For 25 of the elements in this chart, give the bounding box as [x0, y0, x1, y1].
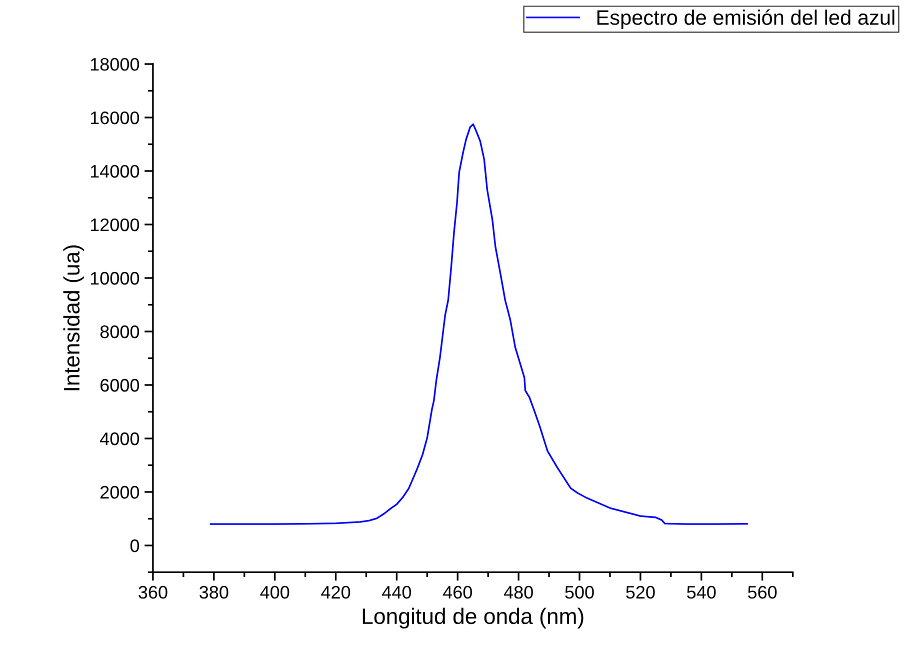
x-tick-label: 500 — [565, 586, 594, 599]
y-tick-label: 18000 — [90, 58, 140, 71]
legend-label: Espectro de emisión del led azul — [597, 9, 894, 30]
y-tick-label: 2000 — [100, 486, 140, 499]
y-tick-label: 16000 — [90, 111, 140, 124]
x-tick-label: 520 — [626, 586, 655, 599]
x-axis-title: Longitud de onda (nm) — [362, 608, 584, 629]
y-tick-label: 12000 — [90, 218, 140, 232]
y-tick-label: 4000 — [100, 432, 140, 446]
x-tick-label: 460 — [442, 586, 472, 599]
x-tick-label: 440 — [382, 586, 412, 599]
line-series — [210, 123, 748, 525]
y-axis-title: Intensidad (ua) — [63, 245, 84, 390]
y-tick-label: 6000 — [100, 378, 140, 392]
x-tick-label: 480 — [504, 586, 533, 599]
y-tick-label: 8000 — [100, 325, 140, 338]
x-tick-label: 400 — [260, 586, 290, 599]
y-tick-label: 0 — [130, 539, 140, 552]
y-tick-label: 10000 — [90, 272, 140, 285]
x-tick-label: 540 — [687, 586, 716, 599]
y-tick-label: 14000 — [90, 164, 140, 178]
x-tick-label: 380 — [200, 586, 228, 599]
x-tick-label: 560 — [748, 586, 777, 599]
x-tick-label: 360 — [138, 586, 168, 599]
x-tick-label: 420 — [321, 586, 350, 599]
